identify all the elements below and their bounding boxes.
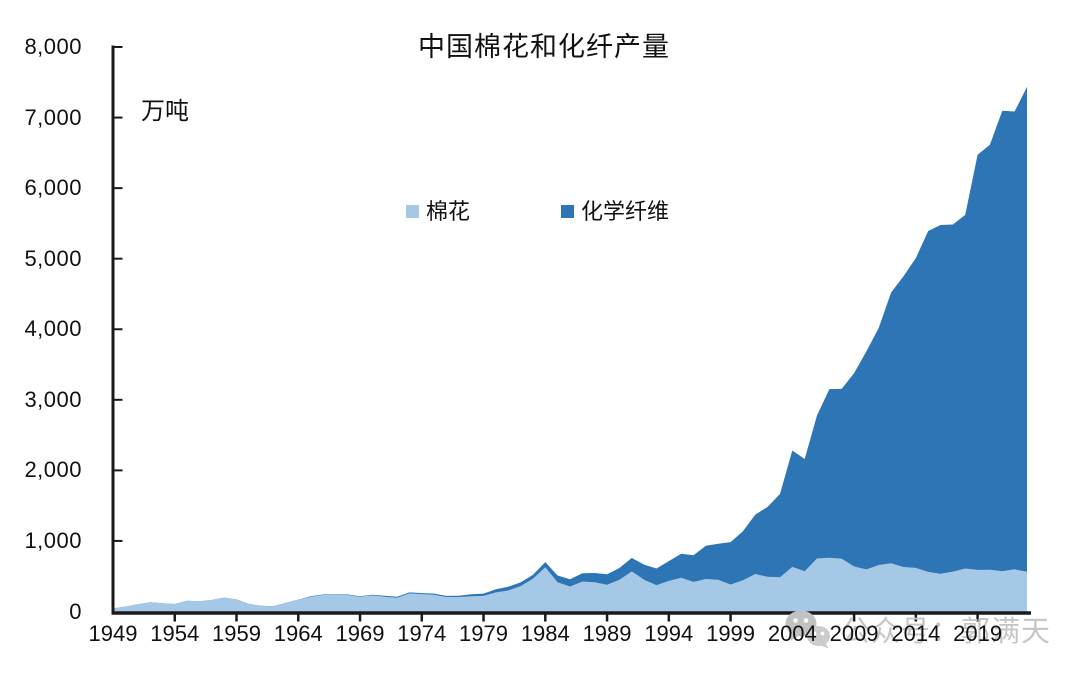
x-axis-label: 1949 <box>88 621 138 646</box>
x-axis-label: 2019 <box>953 621 1003 646</box>
chart-title: 中国棉花和化纤产量 <box>418 32 670 62</box>
x-axis-label: 2014 <box>891 621 941 646</box>
legend-label-chemical-fiber: 化学纤维 <box>581 199 670 224</box>
y-axis-label: 5,000 <box>24 245 82 271</box>
legend-swatch-chemical-fiber <box>561 204 574 218</box>
x-axis-label: 1989 <box>582 621 632 646</box>
legend-label-cotton: 棉花 <box>426 199 471 224</box>
y-axis-label: 0 <box>69 598 82 624</box>
y-axis-label: 3,000 <box>24 386 82 412</box>
y-axis-label: 7,000 <box>24 104 82 130</box>
y-axis-label: 8,000 <box>24 34 82 59</box>
y-axis-label: 6,000 <box>24 175 82 201</box>
x-axis-label: 1959 <box>212 621 261 646</box>
y-axis-label: 4,000 <box>24 316 82 342</box>
legend-item-chemical-fiber: 化学纤维 <box>561 194 669 226</box>
x-axis-label: 1969 <box>335 621 385 646</box>
x-axis-label: 1954 <box>150 621 200 646</box>
area-chemical-fiber <box>113 86 1027 612</box>
y-axis-label: 1,000 <box>24 527 82 553</box>
x-axis-label: 1999 <box>706 621 756 646</box>
y-axis-unit-label: 万吨 <box>141 99 189 125</box>
x-axis-label: 2009 <box>829 621 879 646</box>
y-axis-label: 2,000 <box>24 457 82 483</box>
x-axis-label: 1974 <box>397 621 447 646</box>
x-axis-label: 1994 <box>644 621 694 646</box>
x-axis-label: 2004 <box>767 621 817 646</box>
x-axis-label: 1964 <box>273 621 323 646</box>
legend-swatch-cotton <box>406 204 419 218</box>
x-axis-label: 1984 <box>520 621 570 646</box>
x-axis-label: 1979 <box>459 621 508 646</box>
legend-item-cotton: 棉花 <box>406 194 470 226</box>
area-cotton <box>113 557 1027 612</box>
